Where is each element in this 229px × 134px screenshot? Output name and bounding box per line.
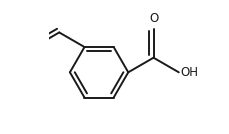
Text: OH: OH bbox=[179, 66, 197, 79]
Text: O: O bbox=[149, 12, 158, 25]
